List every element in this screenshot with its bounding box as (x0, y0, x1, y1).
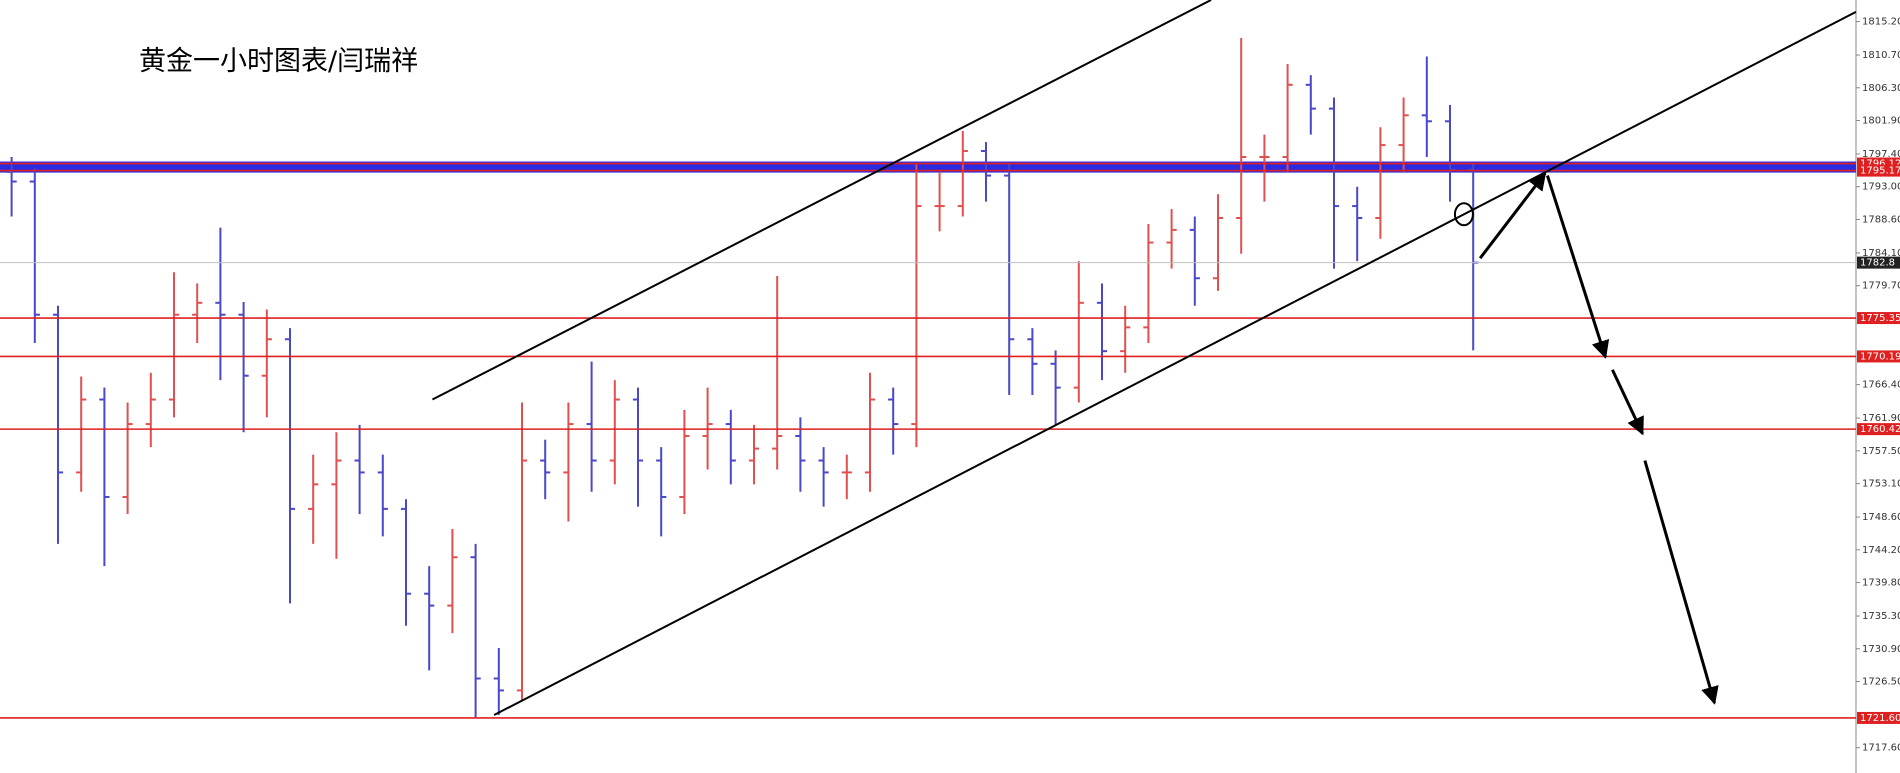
y-tick-label: 1766.40 (1862, 380, 1900, 391)
y-tick-label: 1784.10 (1862, 248, 1900, 259)
level-label-box (1857, 312, 1900, 325)
resistance-zone (0, 161, 1856, 173)
level-label-box (1857, 350, 1900, 363)
y-tick-label: 1761.90 (1862, 413, 1900, 424)
forecast-arrow (1643, 460, 1719, 705)
level-label: 1795.17 (1860, 166, 1900, 177)
level-label: 1760.42 (1860, 424, 1900, 435)
y-tick-label: 1753.10 (1862, 479, 1900, 490)
y-tick-label: 1739.80 (1862, 578, 1900, 589)
y-tick-label: 1726.50 (1862, 676, 1900, 687)
level-label-box (1857, 423, 1900, 436)
y-tick-label: 1801.90 (1862, 116, 1900, 127)
breakout-circle (1453, 202, 1474, 227)
level-label-box (1857, 256, 1900, 269)
chart-title: 黄金一小时图表/闫瑞祥 (139, 46, 418, 77)
y-tick-label: 1797.40 (1862, 149, 1900, 160)
y-tick-label: 1757.50 (1862, 446, 1900, 457)
level-label: 1770.19 (1860, 351, 1900, 362)
forecast-arrow (1546, 175, 1610, 359)
level-label-box (1857, 164, 1900, 177)
y-tick-label: 1748.60 (1862, 512, 1900, 523)
level-label: 1775.35 (1860, 313, 1900, 324)
forecast-arrow (1478, 171, 1547, 260)
trendline (493, 11, 1857, 716)
level-label: 1796.12 (1860, 159, 1900, 170)
y-tick-label: 1810.70 (1862, 50, 1900, 61)
level-label: 1721.60 (1860, 713, 1900, 724)
y-tick-label: 1815.20 (1862, 17, 1900, 28)
y-tick-label: 1793.00 (1862, 182, 1900, 193)
y-tick-label: 1788.60 (1862, 214, 1900, 225)
trendline (431, 0, 1212, 401)
y-tick-label: 1735.30 (1862, 611, 1900, 622)
y-tick-label: 1730.90 (1862, 644, 1900, 655)
y-tick-label: 1744.20 (1862, 545, 1900, 556)
level-label: 1782.8 (1860, 258, 1895, 269)
y-tick-label: 1717.60 (1862, 743, 1900, 754)
y-tick-label: 1779.70 (1862, 281, 1900, 292)
level-label-box (1857, 711, 1900, 724)
forecast-arrow (1611, 369, 1644, 436)
y-tick-label: 1806.30 (1862, 83, 1900, 94)
